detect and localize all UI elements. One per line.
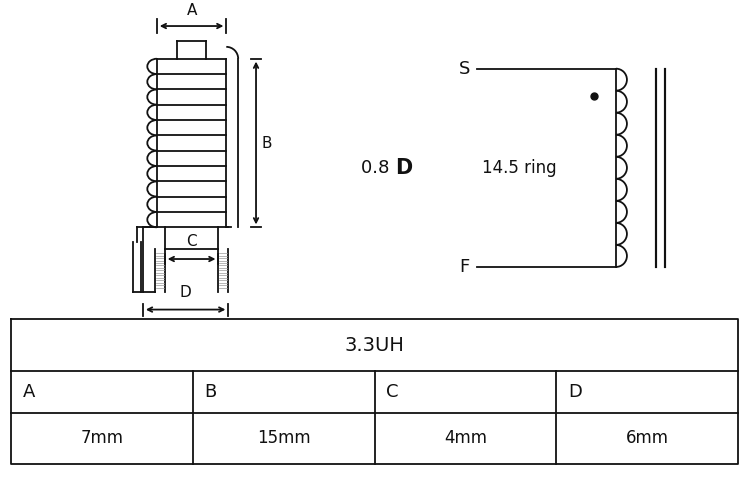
Text: 15mm: 15mm [257,430,311,447]
Text: 14.5 ring: 14.5 ring [482,159,557,177]
Text: B: B [262,135,273,151]
Text: D: D [568,383,582,401]
Text: C: C [187,234,197,249]
Text: 3.3UH: 3.3UH [345,336,404,355]
Text: D: D [180,285,192,300]
Text: A: A [187,3,197,18]
Text: C: C [386,383,399,401]
Text: 6mm: 6mm [625,430,669,447]
Text: 7mm: 7mm [80,430,124,447]
Text: B: B [204,383,217,401]
Text: S: S [459,60,470,78]
Text: A: A [23,383,35,401]
Text: F: F [459,258,470,276]
Text: 0.8: 0.8 [361,159,395,177]
Text: 4mm: 4mm [444,430,487,447]
Text: D: D [395,158,412,178]
